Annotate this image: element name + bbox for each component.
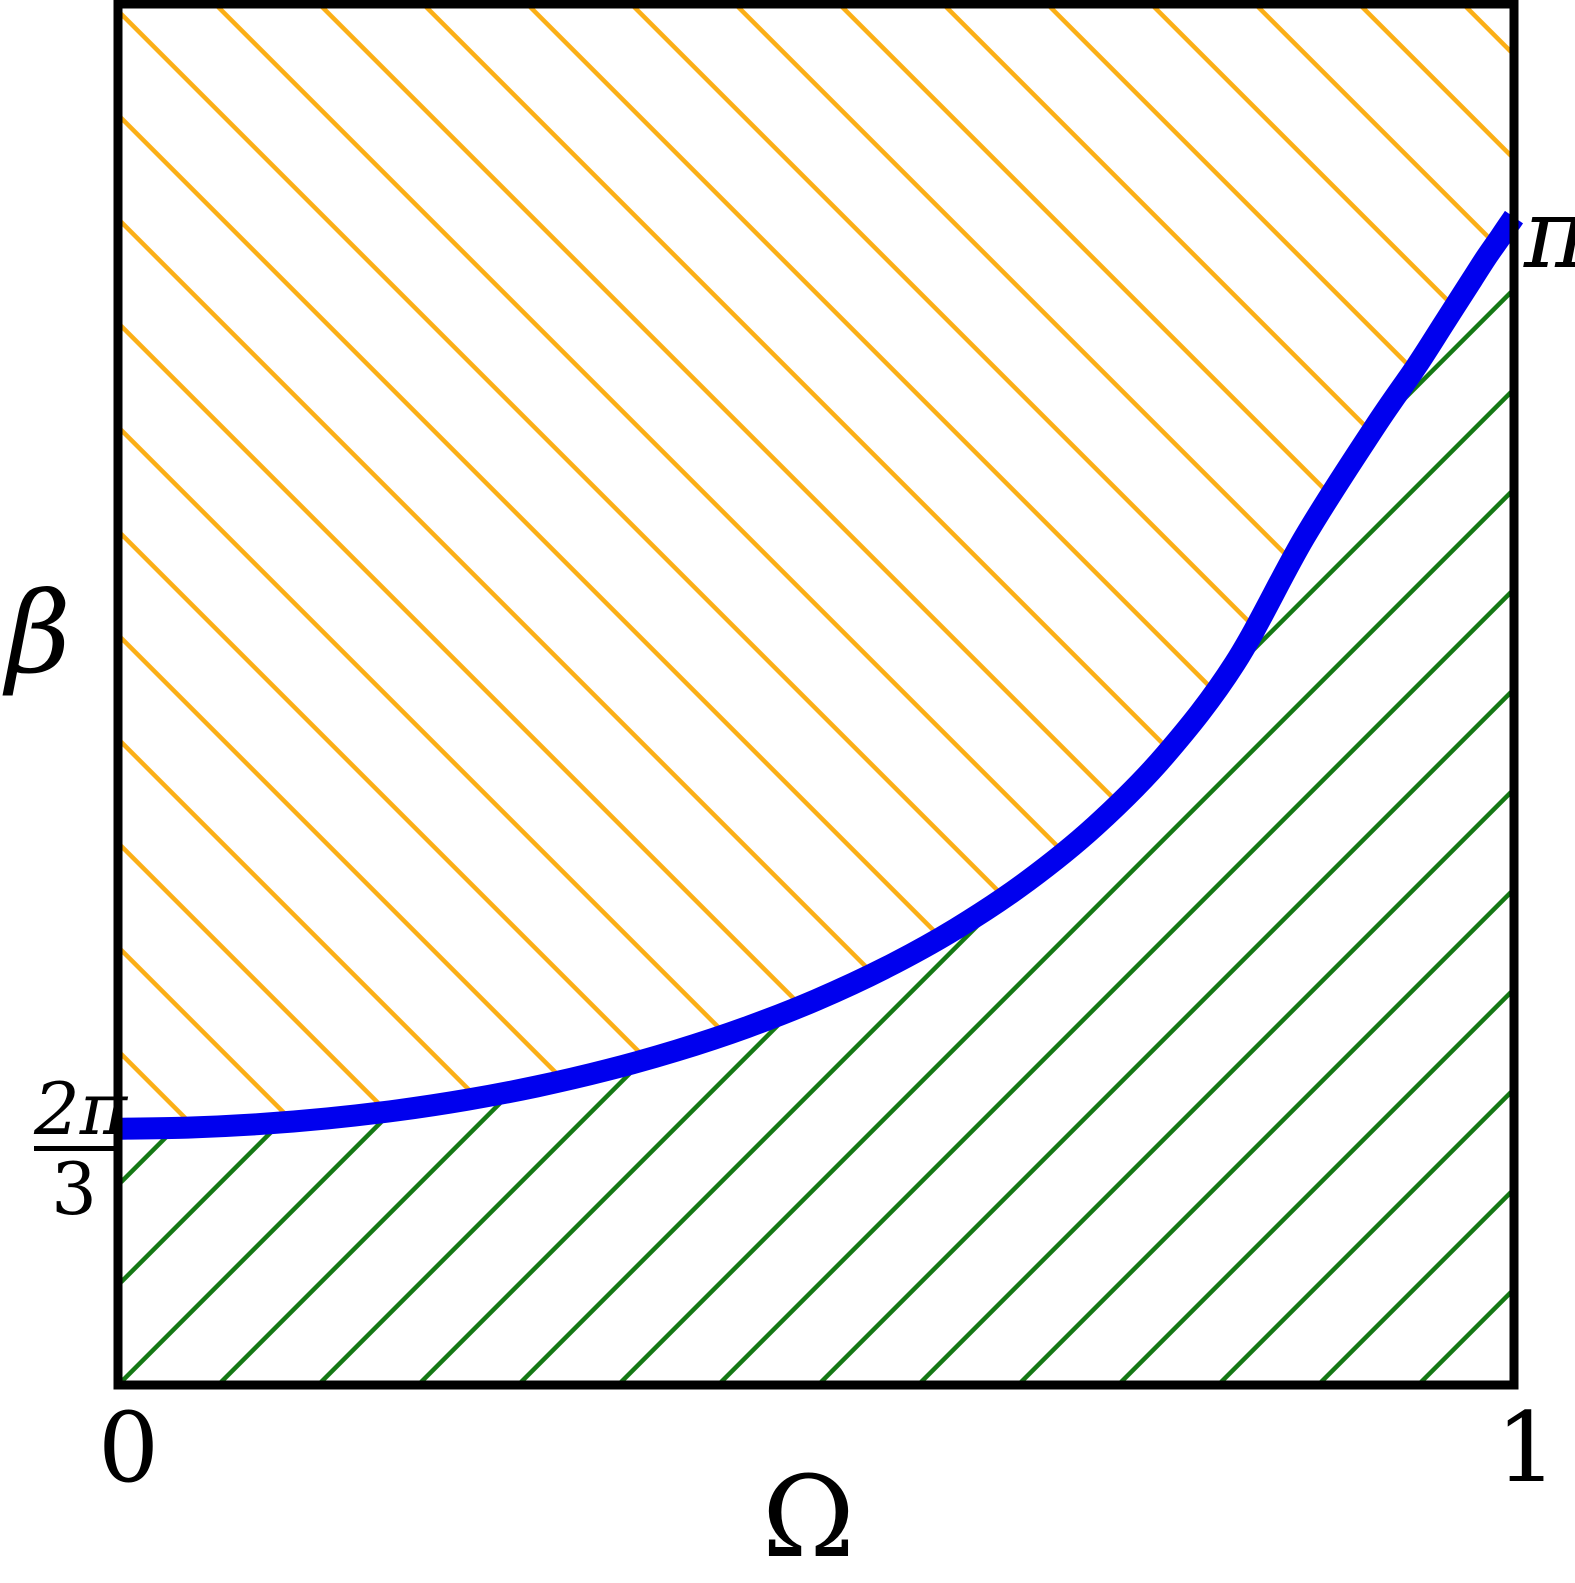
fraction-numerator: 2π (34, 1067, 128, 1151)
y-axis-label: β (6, 569, 71, 699)
y-tick-label-2pi-over-3: 2π 3 (34, 1067, 128, 1232)
x-tick-label-1: 1 (1496, 1392, 1558, 1504)
x-axis-label: Ω (762, 1453, 855, 1583)
y-tick-label-pi: π (1524, 178, 1575, 290)
fraction-denominator: 3 (51, 1147, 97, 1232)
axis-frame (113, 0, 1519, 1390)
boundary-curve (117, 210, 1524, 1140)
fraction-bar (34, 1146, 114, 1152)
x-tick-label-0: 0 (98, 1392, 160, 1504)
